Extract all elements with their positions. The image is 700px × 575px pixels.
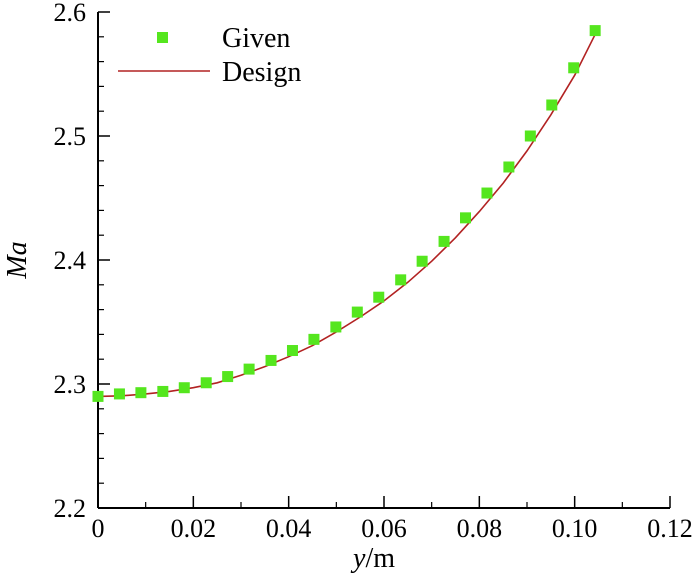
given-point	[222, 371, 234, 383]
given-point	[308, 333, 320, 345]
x-tick-label: 0.04	[266, 514, 312, 543]
given-point	[330, 321, 342, 333]
given-point	[286, 345, 298, 357]
x-tick-label: 0	[92, 514, 105, 543]
y-axis-title: Ma	[2, 241, 33, 279]
x-tick-label: 0.10	[552, 514, 598, 543]
given-point	[438, 235, 450, 247]
y-tick-label: 2.5	[54, 122, 87, 151]
x-tick-label: 0.02	[171, 514, 217, 543]
x-axis-title: y/m	[350, 543, 395, 574]
design-line	[97, 33, 596, 398]
given-point	[243, 363, 255, 375]
given-point	[113, 388, 125, 400]
x-tick-label: 0.12	[647, 514, 693, 543]
legend-given-label: Given	[222, 23, 290, 54]
y-tick-label: 2.4	[54, 246, 87, 275]
y-tick-label: 2.6	[54, 0, 87, 27]
given-point	[589, 25, 601, 37]
given-point	[395, 274, 407, 286]
given-point	[373, 291, 385, 303]
given-point	[416, 255, 428, 267]
x-tick-label: 0.06	[361, 514, 407, 543]
given-point	[178, 382, 190, 394]
given-point	[503, 161, 515, 173]
legend-design-label: Design	[222, 57, 301, 88]
given-point	[200, 377, 212, 389]
series-design	[97, 33, 596, 398]
given-point	[157, 385, 169, 397]
given-point	[546, 99, 558, 111]
legend-given-marker	[157, 32, 168, 43]
x-tick-label: 0.08	[457, 514, 503, 543]
given-point	[481, 187, 493, 199]
given-point	[351, 306, 363, 318]
given-point	[135, 387, 147, 399]
given-point	[92, 390, 104, 402]
given-point	[568, 62, 580, 74]
series-given	[92, 25, 601, 402]
given-point	[524, 130, 536, 142]
y-tick-label: 2.2	[54, 494, 87, 523]
given-point	[460, 212, 472, 224]
y-tick-label: 2.3	[54, 370, 87, 399]
given-point	[265, 354, 277, 366]
